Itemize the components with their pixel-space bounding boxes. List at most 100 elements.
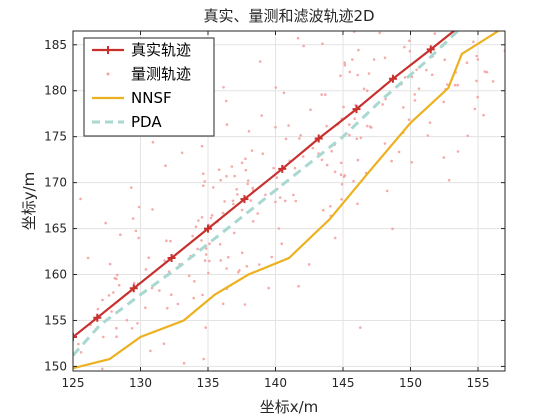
y-axis-label: 坐标y/m <box>20 172 38 231</box>
measurement-point <box>225 267 228 270</box>
measurement-point <box>116 273 119 277</box>
measurement-point <box>104 221 107 225</box>
measurement-point <box>446 83 449 86</box>
measurement-point <box>307 263 311 266</box>
measurement-point <box>204 247 208 250</box>
true-trajectory-marker <box>93 313 102 322</box>
measurement-point <box>113 277 117 280</box>
measurement-point <box>137 205 141 209</box>
measurement-point <box>456 150 460 153</box>
measurement-point <box>258 60 262 63</box>
measurement-point <box>115 326 118 330</box>
measurement-point <box>101 298 104 302</box>
measurement-point <box>491 80 495 83</box>
measurement-point <box>309 108 312 111</box>
measurement-point <box>212 186 215 189</box>
measurement-point <box>365 124 369 128</box>
measurement-point <box>162 342 166 346</box>
measurement-point <box>274 200 277 204</box>
measurement-point <box>244 168 248 172</box>
measurement-point <box>430 73 434 77</box>
measurement-point <box>246 179 250 182</box>
measurement-point <box>102 335 105 339</box>
measurement-point <box>356 158 360 162</box>
measurement-point <box>221 211 225 215</box>
measurement-point <box>485 70 489 74</box>
measurement-point <box>197 219 200 222</box>
measurement-point <box>250 149 254 152</box>
measurement-point <box>433 32 437 35</box>
measurement-point <box>180 151 184 155</box>
measurement-point <box>284 137 288 141</box>
measurement-point <box>348 133 351 137</box>
measurement-point <box>240 251 244 255</box>
measurement-point <box>302 44 306 48</box>
series-line-nnsf <box>73 31 499 370</box>
measurement-point <box>221 302 225 306</box>
measurement-point <box>408 49 412 53</box>
true-trajectory-marker <box>352 105 361 114</box>
measurement-point <box>86 256 90 260</box>
measurement-point <box>299 134 302 137</box>
measurement-point <box>204 326 207 329</box>
measurement-point <box>144 306 147 310</box>
measurement-point <box>355 137 359 140</box>
y-tick-label: 170 <box>44 176 67 190</box>
measurement-point <box>158 289 161 292</box>
true-trajectory-marker <box>129 284 138 293</box>
y-tick-label: 160 <box>44 268 67 282</box>
measurement-point <box>339 173 343 176</box>
legend-label: PDA <box>131 113 162 131</box>
measurement-point <box>340 198 343 201</box>
measurement-point <box>381 103 384 106</box>
measurement-point <box>77 342 80 346</box>
measurement-point <box>224 99 228 103</box>
measurement-point <box>207 271 210 275</box>
series-lines <box>73 31 499 370</box>
series-line-true <box>73 31 456 338</box>
measurement-point <box>237 271 240 274</box>
true-trajectory-marker <box>388 74 397 83</box>
measurement-point <box>230 165 234 168</box>
legend-box <box>83 37 215 137</box>
measurement-point <box>447 178 451 182</box>
measurement-point <box>272 166 275 170</box>
measurement-point <box>274 86 278 89</box>
measurement-point <box>275 176 279 179</box>
measurement-point <box>333 170 337 174</box>
measurement-point <box>223 200 226 203</box>
legend-item: NNSF <box>92 89 172 107</box>
measurement-point <box>359 136 363 140</box>
measurement-point <box>169 239 172 243</box>
measurement-point <box>298 137 301 140</box>
measurement-point <box>378 31 382 35</box>
measurement-point <box>278 196 282 199</box>
measurement-point <box>443 58 447 61</box>
measurement-point <box>200 239 203 242</box>
measurement-point <box>282 91 286 95</box>
measurement-point <box>251 186 254 190</box>
measurement-point <box>209 216 213 220</box>
measurement-point <box>329 205 332 208</box>
x-tick-label: 155 <box>467 376 490 390</box>
measurement-point <box>475 54 479 58</box>
measurement-point <box>202 357 205 361</box>
legend-item: 真实轨迹 <box>92 41 191 59</box>
measurement-point <box>79 197 82 201</box>
measurement-point <box>137 236 140 240</box>
measurement-point <box>357 48 360 52</box>
true-trajectory-marker <box>278 164 287 173</box>
measurement-point <box>270 255 274 259</box>
legend-item: 量测轨迹 <box>106 65 191 83</box>
measurement-point <box>442 100 446 104</box>
measurement-point <box>339 161 343 165</box>
measurement-point <box>324 93 327 96</box>
true-trajectory-marker <box>204 224 212 233</box>
measurement-point <box>240 208 244 212</box>
measurement-point <box>115 335 118 339</box>
y-tick-label: 165 <box>44 222 67 236</box>
measurement-point <box>330 149 333 153</box>
y-tick-label: 180 <box>44 84 67 98</box>
measurement-point <box>325 124 328 128</box>
